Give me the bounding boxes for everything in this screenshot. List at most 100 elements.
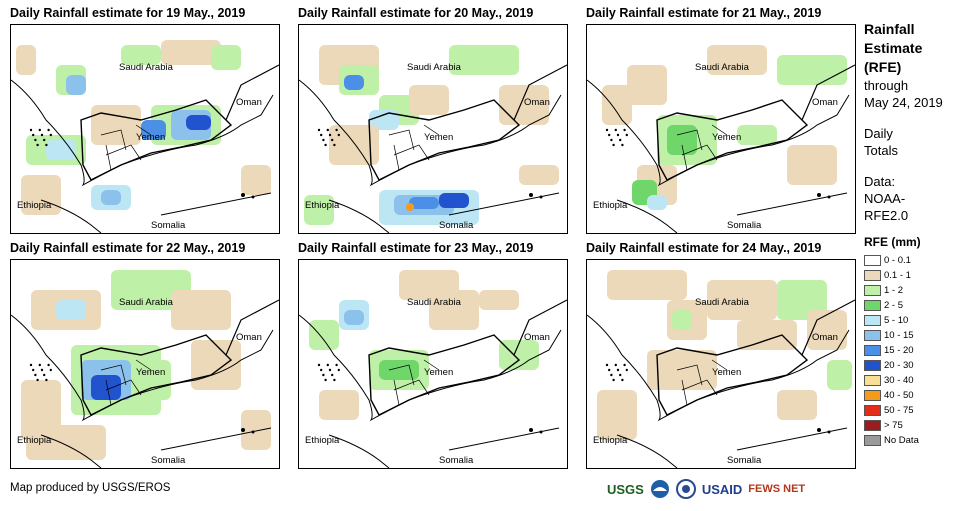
oman-border (801, 64, 855, 121)
legend-date: May 24, 2019 (864, 95, 943, 110)
island (619, 373, 622, 377)
island (38, 128, 41, 132)
horn-of-africa-coast (40, 192, 272, 233)
island (827, 430, 831, 434)
oman-border (801, 299, 855, 356)
rainfall-patch (171, 290, 231, 330)
rainfall-patch (597, 390, 637, 440)
label-yemen: Yemen (712, 367, 741, 378)
island (539, 430, 543, 434)
legend-class: 30 - 40 (864, 373, 914, 388)
rainfall-patch (304, 195, 334, 225)
legend-title-line: (RFE) (864, 59, 902, 75)
island (320, 368, 323, 372)
usgs-logo: USGS (607, 481, 644, 497)
legend-swatch (864, 420, 881, 431)
rainfall-patch (21, 175, 61, 215)
rainfall-map: Saudi Arabia Oman Yemen Ethiopia Somalia (586, 259, 856, 469)
label-ethiopia: Ethiopia (17, 435, 52, 446)
coastline (299, 314, 562, 422)
island (251, 195, 255, 199)
island (32, 133, 35, 137)
panel-title: Daily Rainfall estimate for 19 May., 201… (10, 6, 246, 20)
rainfall-patch (827, 360, 852, 390)
governorate-borders (100, 124, 152, 171)
island (614, 128, 617, 132)
oman-border (513, 299, 567, 356)
panel-title: Daily Rainfall estimate for 21 May., 201… (586, 6, 822, 20)
legend-title-line: Rainfall (864, 21, 915, 37)
label-ethiopia: Ethiopia (593, 435, 628, 446)
rainfall-patch (707, 280, 777, 320)
island (241, 428, 245, 432)
label-ethiopia: Ethiopia (593, 200, 628, 211)
island (38, 363, 41, 367)
usaid-logo: USAID (701, 481, 743, 497)
island (47, 363, 50, 367)
legend-daily: Daily (864, 126, 893, 141)
coastline (299, 79, 562, 187)
rainfall-patch (16, 45, 36, 75)
label-saudi-arabia: Saudi Arabia (695, 62, 750, 73)
rainfall-patch (329, 125, 379, 165)
island (317, 128, 321, 132)
island (608, 368, 611, 372)
yemen-border (80, 99, 233, 181)
yemen-border (368, 334, 521, 416)
yemen-border (656, 334, 809, 416)
island (337, 368, 340, 372)
governorate-borders (388, 359, 440, 406)
yemen-border (80, 334, 233, 416)
rainfall-patch (827, 55, 847, 85)
label-yemen: Yemen (424, 132, 453, 143)
rainfall-patch (344, 75, 364, 90)
legend-swatch (864, 300, 881, 311)
rainfall-patch (91, 105, 141, 145)
commerce-seal-icon (675, 479, 696, 499)
island (29, 363, 33, 367)
fewsnet-logo: FEWS NET (748, 483, 806, 495)
rainfall-patch (737, 320, 797, 350)
legend-class-label: 15 - 20 (884, 345, 914, 356)
island (324, 378, 327, 382)
map-canvas: Saudi Arabia Oman Yemen Ethiopia Somalia (11, 270, 279, 468)
yemen-border (656, 99, 809, 181)
island (529, 428, 533, 432)
horn-of-africa-coast (40, 427, 272, 468)
label-saudi-arabia: Saudi Arabia (407, 62, 462, 73)
rainfall-patch (519, 165, 559, 185)
credit-text: Map produced by USGS/EROS (10, 482, 171, 494)
rainfall-patch (369, 110, 399, 130)
rainfall-patch (131, 360, 171, 400)
legend-class: 20 - 30 (864, 358, 914, 373)
legend-class: 50 - 75 (864, 403, 914, 418)
rainfall-patch (672, 310, 692, 330)
island (45, 143, 48, 147)
legend-class: No Data (864, 433, 919, 448)
island (29, 128, 33, 132)
rainfall-patch (241, 165, 271, 195)
island (43, 373, 46, 377)
coastline (587, 79, 850, 187)
rainfall-patch (787, 145, 837, 185)
island (529, 193, 533, 197)
rainfall-patch (121, 45, 161, 65)
label-oman: Oman (812, 332, 838, 343)
island (326, 128, 329, 132)
legend-class: > 75 (864, 418, 903, 433)
island (40, 133, 44, 137)
noaa-logo-icon (650, 480, 669, 498)
map-canvas: Saudi Arabia Oman Yemen Ethiopia Somalia (299, 270, 567, 468)
rainfall-patch (777, 55, 837, 85)
island (625, 133, 628, 137)
legend-data-source: RFE2.0 (864, 208, 909, 223)
island (333, 378, 336, 382)
map-canvas: Saudi Arabia Oman Yemen Ethiopia Somalia (587, 45, 855, 233)
island (335, 363, 338, 367)
coastline (11, 79, 274, 187)
island (817, 193, 821, 197)
rainfall-patch (344, 310, 364, 325)
island (619, 138, 622, 142)
horn-of-africa-coast (616, 192, 848, 233)
island (317, 363, 321, 367)
